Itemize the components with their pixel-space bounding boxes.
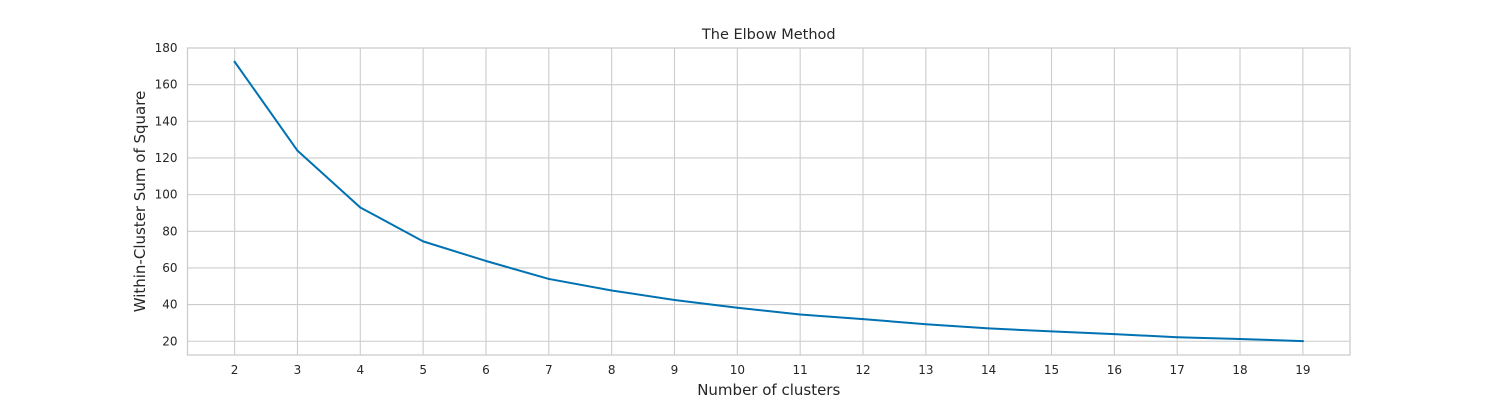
data-point bbox=[924, 323, 927, 326]
x-tick-label: 9 bbox=[671, 363, 679, 377]
data-point bbox=[233, 60, 236, 63]
data-point bbox=[359, 206, 362, 209]
data-point bbox=[610, 289, 613, 292]
y-tick-label: 160 bbox=[155, 78, 178, 92]
x-tick-label: 19 bbox=[1295, 363, 1310, 377]
data-point bbox=[422, 240, 425, 243]
chart-title: The Elbow Method bbox=[701, 27, 836, 43]
x-tick-label: 7 bbox=[545, 363, 553, 377]
y-grid-lines bbox=[187, 47, 1350, 342]
data-point bbox=[484, 259, 487, 262]
x-tick-label: 2 bbox=[231, 363, 239, 377]
x-tick-label: 4 bbox=[356, 363, 364, 377]
data-point bbox=[673, 299, 676, 302]
data-point bbox=[987, 327, 990, 330]
data-point bbox=[736, 306, 739, 309]
y-tick-label: 40 bbox=[162, 298, 177, 312]
data-point bbox=[799, 313, 802, 316]
series-group bbox=[233, 60, 1304, 343]
y-tick-label: 80 bbox=[162, 224, 177, 238]
data-point bbox=[1176, 336, 1179, 339]
x-tick-label: 18 bbox=[1232, 363, 1247, 377]
y-axis-label: Within-Cluster Sum of Square bbox=[131, 91, 149, 313]
plot-frame bbox=[186, 47, 1351, 356]
x-tick-labels: 2 3 4 5 6 7 8 9 10 11 12 13 14 15 16 17 18 19 bbox=[231, 363, 1311, 377]
y-tick-label: 100 bbox=[155, 188, 178, 202]
x-grid-lines bbox=[234, 48, 1304, 355]
x-tick-label: 17 bbox=[1170, 363, 1185, 377]
y-tick-label: 60 bbox=[162, 261, 177, 275]
y-tick-label: 120 bbox=[155, 151, 178, 165]
x-axis-label: Number of clusters bbox=[697, 381, 840, 399]
x-tick-label: 6 bbox=[482, 363, 490, 377]
y-tick-label: 20 bbox=[162, 334, 177, 348]
series-line bbox=[233, 60, 1304, 343]
data-point bbox=[1050, 330, 1053, 333]
x-tick-label: 10 bbox=[730, 363, 745, 377]
y-tick-labels: 20 40 60 80 100 120 140 160 180 bbox=[155, 41, 178, 348]
x-tick-label: 8 bbox=[608, 363, 616, 377]
x-tick-label: 13 bbox=[918, 363, 933, 377]
data-point bbox=[1301, 340, 1304, 343]
x-tick-label: 15 bbox=[1044, 363, 1059, 377]
data-point bbox=[1113, 333, 1116, 336]
data-point bbox=[862, 318, 865, 321]
data-point bbox=[1239, 338, 1242, 341]
data-point bbox=[547, 277, 550, 280]
y-tick-label: 180 bbox=[155, 41, 178, 55]
x-tick-label: 16 bbox=[1107, 363, 1122, 377]
x-tick-label: 12 bbox=[855, 363, 870, 377]
data-point bbox=[296, 149, 299, 152]
x-tick-label: 3 bbox=[294, 363, 302, 377]
y-tick-label: 140 bbox=[155, 114, 178, 128]
x-tick-label: 14 bbox=[981, 363, 996, 377]
x-tick-label: 5 bbox=[419, 363, 427, 377]
x-tick-label: 11 bbox=[793, 363, 808, 377]
